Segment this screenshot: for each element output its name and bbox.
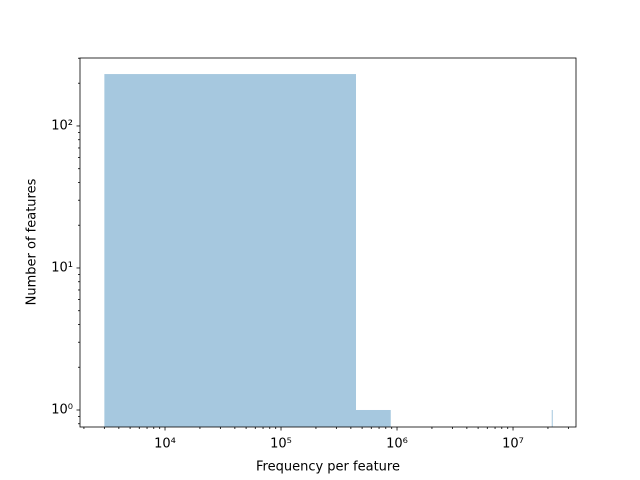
histogram-bar [551,409,553,427]
x-tick-label: 10⁵ [270,437,292,452]
plot-frame [79,57,577,428]
y-tick-label: 10² [51,118,73,133]
y-tick-label: 10⁰ [51,402,73,417]
histogram-bar [356,409,391,427]
y-tick-label: 10¹ [51,260,73,275]
x-tick-label: 10⁷ [502,437,524,452]
histogram-bar [104,74,357,427]
y-axis-label: Number of features [25,178,40,305]
x-tick-label: 10⁴ [154,437,176,452]
x-axis-label: Frequency per feature [256,460,400,475]
x-tick-label: 10⁶ [386,437,408,452]
